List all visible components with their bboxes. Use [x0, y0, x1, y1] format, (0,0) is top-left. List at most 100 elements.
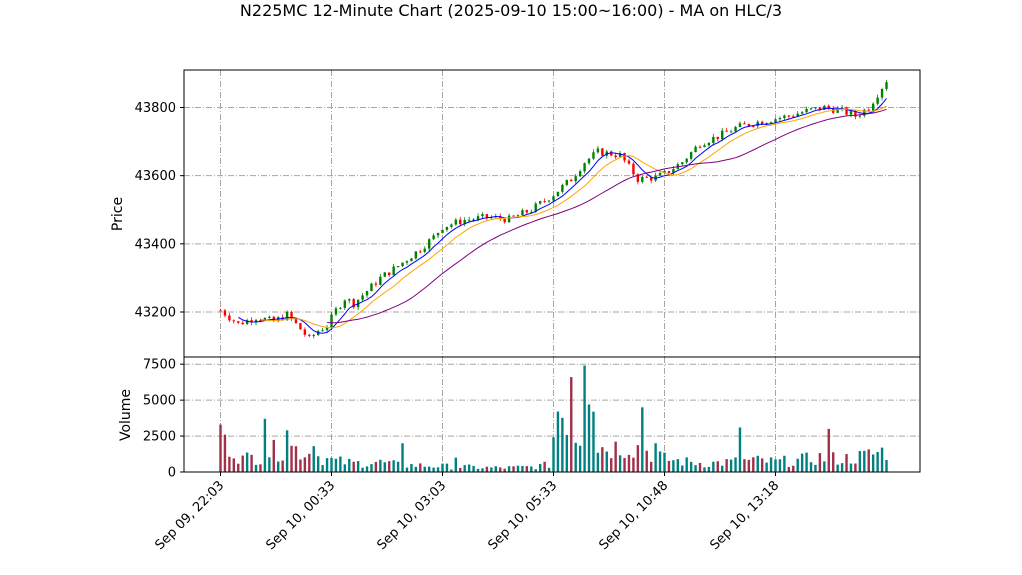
candle-body [476, 216, 480, 220]
volume-bar [738, 427, 742, 472]
candle-body [885, 82, 888, 89]
volume-bar [774, 459, 777, 472]
candle-body [325, 327, 329, 331]
candle-body [228, 315, 231, 321]
candle-body [396, 266, 400, 268]
candle-body [379, 276, 382, 285]
volume-bar [663, 452, 666, 472]
volume-bar [268, 457, 271, 472]
candle-body [760, 121, 764, 125]
volume-bar [237, 463, 240, 472]
volume-bar [796, 458, 799, 472]
volume-bar [698, 462, 702, 472]
volume-bar [245, 452, 249, 472]
volume-bar [525, 466, 529, 472]
volume-bar [459, 467, 462, 472]
volume-bar [734, 457, 737, 472]
candle-body [552, 196, 555, 201]
volume-bar [521, 465, 524, 472]
volume-bar [308, 453, 311, 472]
chart-title: N225MC 12-Minute Chart (2025-09-10 15:00… [239, 1, 783, 20]
volume-bar [392, 460, 395, 472]
volume-bar [303, 457, 307, 472]
candle-body [290, 311, 293, 319]
volume-bar [365, 466, 369, 472]
candle-body [854, 111, 857, 117]
candle-body [849, 111, 853, 115]
volume-bar [681, 465, 684, 472]
candle-body [436, 232, 440, 236]
candle-body [689, 152, 693, 159]
candle-body [863, 109, 866, 116]
candle-body [663, 171, 666, 173]
candle-body [507, 215, 511, 223]
candle-body [694, 146, 697, 153]
candle-body [721, 130, 724, 139]
volume-bar [277, 461, 280, 472]
volume-bar [352, 461, 355, 472]
volume-bar [800, 453, 804, 472]
volume-bar [778, 459, 782, 472]
volume-bar [414, 466, 418, 472]
candle-body [348, 299, 351, 301]
candle-body [405, 261, 409, 263]
x-tick-label: Sep 10, 05:33 [485, 478, 560, 553]
volume-ytick-label: 7500 [143, 358, 176, 373]
ma-line [260, 105, 887, 329]
volume-bar [583, 365, 586, 472]
candle-body [312, 335, 315, 337]
volume-bar [241, 455, 244, 472]
volume-bar [809, 462, 813, 472]
candle-body [423, 248, 426, 252]
volume-bar [294, 446, 298, 472]
candle-body [499, 216, 502, 219]
volume-panel-frame [183, 356, 921, 473]
candle-body [463, 219, 466, 225]
volume-bar [849, 463, 853, 472]
volume-bar [401, 443, 404, 472]
candle-body [712, 136, 715, 143]
candle-body [503, 218, 506, 223]
candle-body [578, 171, 582, 177]
candle-body [809, 108, 813, 110]
candle-body [729, 131, 733, 133]
volume-bar [503, 468, 506, 472]
candle-body [427, 239, 431, 249]
volume-bar [410, 463, 413, 472]
candle-body [330, 314, 333, 328]
candle-body [334, 308, 338, 315]
candle-body [254, 319, 258, 323]
volume-bar [712, 461, 715, 472]
candle-body [472, 219, 475, 221]
volume-bar [370, 464, 373, 472]
volume-bar [321, 465, 324, 472]
candle-body [383, 272, 386, 277]
volume-bar [703, 467, 706, 472]
candle-body [778, 118, 782, 120]
volume-bar [490, 467, 493, 472]
volume-bar [330, 457, 333, 472]
volume-bar [685, 457, 688, 472]
volume-bar [561, 417, 564, 472]
volume-bar [614, 441, 617, 472]
volume-bar [765, 462, 768, 472]
volume-bar [694, 465, 697, 472]
candle-body [814, 107, 817, 109]
volume-bar [516, 465, 520, 472]
volume-bar [787, 467, 791, 472]
candle-body [547, 200, 551, 202]
volume-bar [645, 450, 648, 472]
candle-body [223, 310, 227, 316]
volume-bar [281, 460, 284, 472]
volume-bar [756, 455, 759, 472]
candle-body [543, 201, 546, 203]
volume-bar [356, 461, 360, 472]
volume-bar [339, 456, 342, 472]
candle-body [796, 113, 799, 117]
candle-body [800, 112, 804, 114]
candle-body [827, 105, 830, 109]
candle-body [627, 160, 631, 164]
volume-bar [494, 466, 497, 472]
volume-bar [405, 467, 409, 472]
